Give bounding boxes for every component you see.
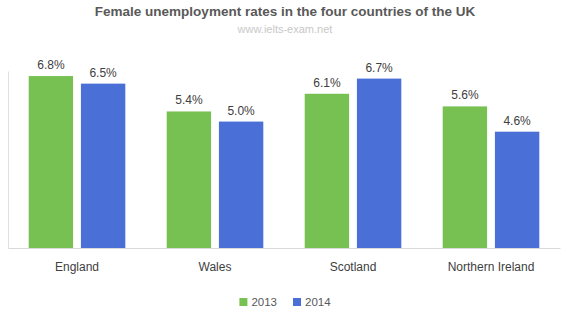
bar: [305, 94, 349, 248]
bar: [29, 76, 73, 248]
data-label: 5.0%: [227, 104, 255, 118]
x-tick-label: Scotland: [330, 260, 377, 274]
data-label: 5.6%: [451, 88, 479, 102]
bar: [81, 84, 125, 248]
legend-swatch: [239, 298, 247, 306]
data-label: 6.1%: [313, 76, 341, 90]
x-tick-label: Wales: [199, 260, 232, 274]
legend: 2013 2014: [239, 296, 331, 308]
data-label: 6.7%: [365, 61, 393, 75]
data-label: 6.8%: [37, 58, 65, 72]
legend-label: 2014: [305, 296, 331, 308]
chart-subtitle: www.ielts-exam.net: [237, 23, 333, 35]
chart-title: Female unemployment rates in the four co…: [95, 4, 476, 19]
bar: [357, 79, 401, 248]
chart: Female unemployment rates in the four co…: [0, 0, 570, 320]
x-axis-line: [9, 248, 561, 249]
legend-label: 2013: [251, 296, 277, 308]
x-tick: Northern Ireland: [448, 260, 535, 274]
x-tick: England: [55, 260, 99, 274]
x-tick: Wales: [199, 260, 232, 274]
x-tick-label: Northern Ireland: [448, 260, 535, 274]
bar: [443, 106, 487, 248]
bar: [167, 111, 211, 248]
data-label: 6.5%: [89, 66, 117, 80]
x-axis: England Wales Scotland Northern Ireland: [9, 249, 561, 274]
bar: [495, 132, 539, 248]
x-tick: Scotland: [330, 260, 377, 274]
bars: [29, 76, 540, 248]
legend-item: 2014: [293, 296, 331, 308]
y-axis: [8, 72, 9, 249]
data-labels: 6.8% 5.4% 6.1% 5.6% 6.5% 5.0% 6.7% 4.6%: [37, 58, 531, 128]
legend-item: 2013: [239, 296, 277, 308]
legend-swatch: [293, 298, 301, 306]
x-tick-label: England: [55, 260, 99, 274]
data-label: 4.6%: [503, 114, 531, 128]
bar: [219, 122, 263, 248]
y-axis-line: [8, 72, 9, 249]
data-label: 5.4%: [175, 93, 203, 107]
